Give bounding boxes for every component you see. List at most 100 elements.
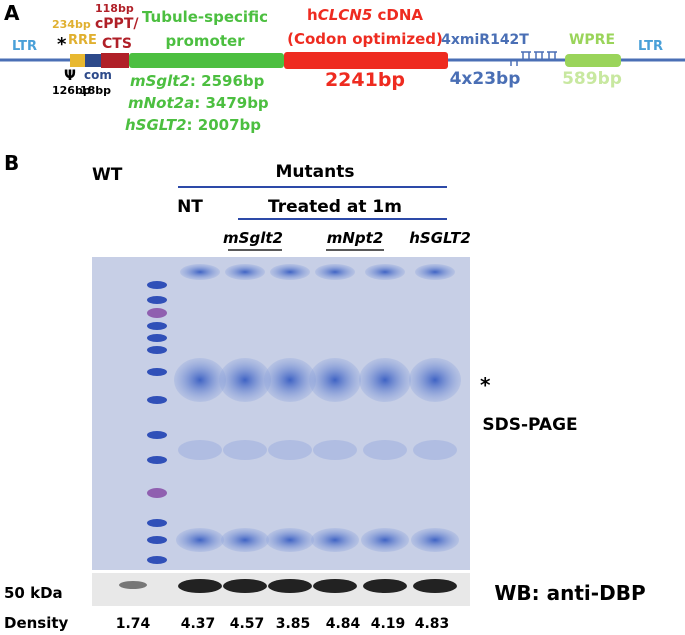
wt-label: WT bbox=[92, 165, 123, 185]
cppt-name: cPPT/ bbox=[95, 16, 139, 32]
lane-band bbox=[359, 358, 411, 402]
variant-name: mNot2a bbox=[128, 94, 194, 112]
wb-bands bbox=[119, 579, 457, 593]
ladder-band bbox=[147, 308, 167, 318]
ladder-band bbox=[147, 519, 167, 527]
gel-bands bbox=[147, 264, 461, 564]
variant-name: mSglt2 bbox=[130, 72, 190, 90]
ladder-band bbox=[147, 536, 167, 544]
lane-band bbox=[268, 440, 312, 460]
wpre-block bbox=[565, 54, 621, 67]
ladder-band bbox=[147, 431, 167, 439]
wb-band bbox=[223, 579, 267, 593]
density-value: 4.57 bbox=[230, 616, 265, 632]
density-value: 3.85 bbox=[276, 616, 311, 632]
wpre-name: WPRE bbox=[569, 32, 615, 48]
cppt-length: 118bp bbox=[95, 2, 134, 15]
psi-symbol: Ψ bbox=[64, 68, 76, 84]
nt-label: NT bbox=[177, 197, 203, 217]
psi-star: * bbox=[57, 34, 67, 55]
cdna-suffix: cDNA bbox=[372, 6, 423, 24]
densities: 1.74 4.37 4.57 3.85 4.84 4.19 4.83 bbox=[116, 616, 450, 632]
lane-band bbox=[365, 264, 405, 280]
ltr: LTR bbox=[12, 39, 37, 54]
lane-band bbox=[270, 264, 310, 280]
lane-band bbox=[221, 528, 269, 552]
ladder-band bbox=[147, 322, 167, 330]
group-label: mSglt2 bbox=[223, 229, 283, 247]
mutants-label: Mutants bbox=[276, 162, 355, 182]
promoter-variants: mSglt2: 2596bp mNot2a: 3479bp hSGLT2: 2007… bbox=[125, 72, 269, 134]
ladder-band bbox=[147, 346, 167, 354]
wb-band bbox=[313, 579, 357, 593]
wpre-length: 589bp bbox=[562, 69, 622, 89]
lane-band bbox=[223, 440, 267, 460]
wb-label: WB: anti-DBP bbox=[494, 581, 645, 605]
lane-band bbox=[411, 528, 459, 552]
density-value: 4.37 bbox=[181, 616, 216, 632]
panel-label: B bbox=[4, 151, 19, 175]
lane-band bbox=[313, 440, 357, 460]
lane-band bbox=[176, 528, 224, 552]
cppt-block bbox=[101, 53, 129, 68]
cdna-length: 2241bp bbox=[325, 69, 405, 91]
wb-band bbox=[119, 581, 147, 589]
rre-name: RRE bbox=[68, 33, 97, 48]
lane-band bbox=[311, 528, 359, 552]
wb-band bbox=[413, 579, 457, 593]
density-value: 4.19 bbox=[371, 616, 406, 632]
ltr: LTR bbox=[638, 39, 663, 54]
variant-length: : 2596bp bbox=[190, 72, 265, 90]
treated-label: Treated at 1m bbox=[268, 197, 402, 217]
wb-band bbox=[178, 579, 222, 593]
group-label: mNpt2 bbox=[327, 229, 384, 247]
density-value: 1.74 bbox=[116, 616, 151, 632]
wb-band bbox=[268, 579, 312, 593]
group-label: hSGLT2 bbox=[409, 229, 471, 247]
com-name: com bbox=[84, 68, 112, 82]
cdna-prefix: h bbox=[307, 6, 318, 24]
variant-name: hSGLT2 bbox=[125, 116, 187, 134]
lane-band bbox=[409, 358, 461, 402]
psi-length: 126bp bbox=[52, 84, 91, 97]
mir-name: 4xmiR142T bbox=[441, 32, 529, 48]
promoter-variant: mSglt2: 2596bp bbox=[130, 72, 265, 90]
mir-sites bbox=[510, 51, 557, 66]
ladder-band bbox=[147, 281, 167, 289]
cppt-name: CTS bbox=[102, 36, 132, 52]
ladder-band bbox=[147, 368, 167, 376]
promoter-title: Tubule-specific bbox=[142, 8, 268, 26]
lane-band bbox=[315, 264, 355, 280]
ladder-band bbox=[147, 556, 167, 564]
lane-band bbox=[361, 528, 409, 552]
cdna-note: (Codon optimized) bbox=[287, 30, 443, 48]
ladder-band bbox=[147, 334, 167, 342]
cdna-gene: CLCN5 bbox=[318, 6, 373, 24]
ladder-band bbox=[147, 296, 167, 304]
lane-band bbox=[178, 440, 222, 460]
variant-length: : 3479bp bbox=[194, 94, 269, 112]
mir-length: 4x23bp bbox=[450, 69, 521, 89]
rre-length: 234bp bbox=[52, 18, 91, 31]
group-labels: mSglt2 mNpt2 hSGLT2 bbox=[223, 229, 471, 251]
com-block bbox=[85, 54, 101, 67]
promoter-variant: hSGLT2: 2007bp bbox=[125, 116, 261, 134]
wb-band bbox=[363, 579, 407, 593]
density-value: 4.84 bbox=[326, 616, 361, 632]
promoter-block bbox=[129, 53, 284, 68]
cdna-block bbox=[284, 52, 448, 69]
lane-band bbox=[415, 264, 455, 280]
density-label: Density bbox=[4, 614, 69, 632]
lane-band bbox=[309, 358, 361, 402]
sds-page-label: SDS-PAGE bbox=[482, 415, 577, 435]
promoter-title: promoter bbox=[165, 32, 245, 50]
marker-label: 50 kDa bbox=[4, 584, 63, 602]
lane-band bbox=[413, 440, 457, 460]
panel-label: A bbox=[4, 1, 20, 25]
star: * bbox=[480, 373, 491, 397]
promoter-variant: mNot2a: 3479bp bbox=[128, 94, 269, 112]
cdna-title: hCLCN5 cDNA bbox=[307, 6, 423, 24]
